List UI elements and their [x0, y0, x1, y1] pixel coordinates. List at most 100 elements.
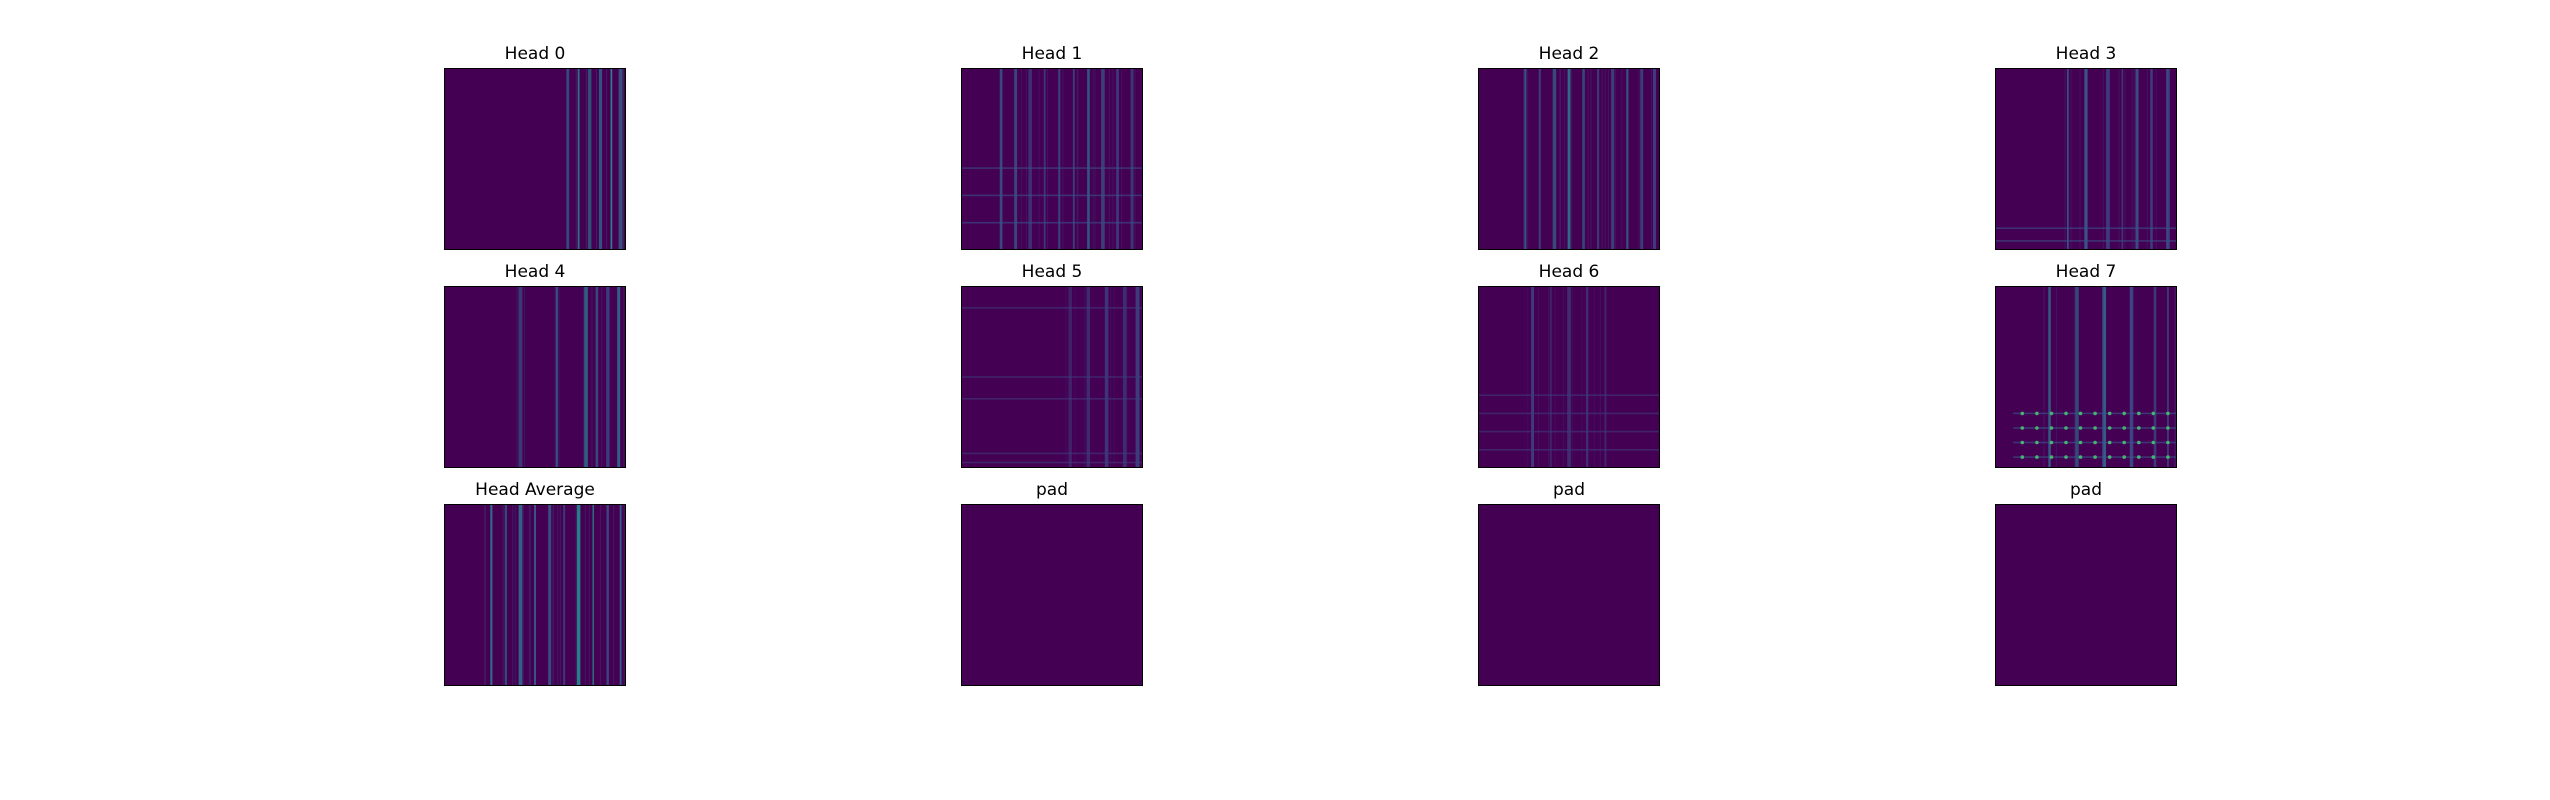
- heatmap-column-stripe: [1116, 68, 1119, 250]
- heatmap-hotspot: [2020, 440, 2025, 445]
- heatmap-background: [961, 504, 1143, 686]
- heatmap-column-stripe: [1527, 286, 1529, 468]
- heatmap-hotspot: [2151, 411, 2156, 416]
- heatmap-column-stripe: [2154, 286, 2156, 468]
- heatmap-column-stripe: [1047, 68, 1048, 250]
- heatmap-column-stripe: [524, 286, 526, 468]
- heatmap-hotspot: [2049, 440, 2054, 445]
- heatmap-plot: [1478, 286, 1660, 468]
- heatmap-hotspot: [2137, 440, 2141, 445]
- heatmap-column-stripe: [1621, 68, 1623, 250]
- heatmap-column-stripe: [1597, 68, 1600, 250]
- heatmap-column-stripe: [2048, 286, 2051, 468]
- heatmap-column-stripe: [484, 504, 486, 686]
- heatmap-column-stripe: [1599, 286, 1601, 468]
- heatmap-column-stripe: [522, 504, 524, 686]
- heatmap-row-highlight: [961, 452, 1143, 455]
- panel-title: Head 1: [1021, 44, 1083, 64]
- heatmap-column-stripe: [1626, 68, 1629, 250]
- heatmap-hotspot: [2093, 426, 2097, 430]
- heatmap-column-stripe: [2167, 286, 2169, 468]
- heatmap-column-stripe: [617, 286, 621, 468]
- heatmap-column-stripe: [623, 504, 625, 686]
- heatmap-hotspot: [2064, 455, 2068, 459]
- heatmap-hotspot: [2166, 455, 2170, 459]
- heatmap-column-stripe: [554, 286, 556, 468]
- heatmap-column-stripe: [2102, 286, 2106, 468]
- heatmap-column-stripe: [2075, 286, 2077, 468]
- heatmap-column-stripe: [575, 504, 577, 686]
- heatmap-column-stripe: [1538, 68, 1540, 250]
- heatmap-column-stripe: [1025, 68, 1027, 250]
- heatmap-plot: [1995, 286, 2177, 468]
- heatmap-column-stripe: [512, 504, 514, 686]
- heatmap-column-stripe: [1539, 68, 1541, 250]
- panel-title: Head 6: [1538, 262, 1600, 282]
- heatmap-column-stripe: [2146, 68, 2148, 250]
- heatmap-column-stripe: [1604, 68, 1606, 250]
- heatmap-column-stripe: [577, 68, 579, 250]
- heatmap-background: [444, 286, 626, 468]
- heatmap-column-stripe: [553, 504, 555, 686]
- heatmap-frame: [1995, 504, 2177, 686]
- heatmap-hotspot: [2166, 411, 2170, 416]
- heatmap-plot: [961, 286, 1143, 468]
- heatmap-column-stripe: [2084, 68, 2088, 250]
- heatmap-hotspot: [2078, 411, 2083, 416]
- heatmap-plot: [444, 504, 626, 686]
- heatmap-column-stripe: [2174, 286, 2176, 468]
- heatmap-frame: [961, 68, 1143, 250]
- heatmap-column-stripe: [588, 504, 590, 686]
- heatmap-hotspot: [2151, 440, 2156, 445]
- heatmap-column-stripe: [2109, 68, 2111, 250]
- heatmap-column-stripe: [558, 286, 560, 468]
- heatmap-column-stripe: [2155, 68, 2157, 250]
- heatmap-column-stripe: [504, 504, 507, 686]
- heatmap-column-stripe: [577, 68, 580, 250]
- heatmap-column-stripe: [1038, 68, 1040, 250]
- heatmap-column-stripe: [1549, 286, 1552, 468]
- heatmap-column-stripe: [589, 68, 591, 250]
- heatmap-plot: [1478, 504, 1660, 686]
- heatmap-column-stripe: [2124, 68, 2126, 250]
- heatmap-row-highlight: [1478, 430, 1660, 433]
- heatmap-column-stripe: [1062, 68, 1064, 250]
- heatmap-column-stripe: [551, 504, 553, 686]
- heatmap-column-stripe: [2102, 68, 2104, 250]
- heatmap-hotspot: [2020, 455, 2025, 459]
- heatmap-column-stripe: [2073, 286, 2075, 468]
- heatmap-plot: [1995, 504, 2177, 686]
- heatmap-column-stripe: [2131, 68, 2133, 250]
- heatmap-column-stripe: [1599, 286, 1601, 468]
- heatmap-row-highlight: [961, 194, 1143, 197]
- heatmap-hotspot: [2064, 426, 2068, 430]
- heatmap-hotspot: [2035, 411, 2039, 416]
- heatmap-column-stripe: [518, 286, 523, 468]
- heatmap-column-stripe: [623, 286, 625, 468]
- heatmap-column-stripe: [2106, 68, 2110, 250]
- heatmap-column-stripe: [566, 68, 570, 250]
- heatmap-column-stripe: [1531, 286, 1534, 468]
- heatmap-column-stripe: [619, 504, 622, 686]
- heatmap-hotspot: [2078, 440, 2083, 445]
- heatmap-plot: [1995, 68, 2177, 250]
- heatmap-column-stripe: [484, 504, 486, 686]
- heatmap-column-stripe: [575, 68, 577, 250]
- heatmap-column-stripe: [1087, 68, 1090, 250]
- heatmap-column-stripe: [622, 68, 624, 250]
- heatmap-column-stripe: [2043, 286, 2045, 468]
- heatmap-column-stripe: [576, 504, 581, 686]
- heatmap-column-stripe: [1587, 68, 1589, 250]
- heatmap-column-stripe: [1567, 286, 1571, 468]
- heatmap-column-stripe: [1582, 68, 1585, 250]
- heatmap-column-stripe: [534, 504, 536, 686]
- heatmap-column-stripe: [2174, 286, 2176, 468]
- heatmap-column-stripe: [2153, 286, 2155, 468]
- heatmap-hotspot: [2107, 411, 2112, 416]
- heatmap-column-stripe: [618, 68, 623, 250]
- heatmap-column-stripe: [1571, 68, 1573, 250]
- heatmap-column-stripe: [2055, 286, 2057, 468]
- heatmap-frame: [1478, 286, 1660, 468]
- heatmap-frame: [444, 286, 626, 468]
- heatmap-column-stripe: [607, 286, 608, 468]
